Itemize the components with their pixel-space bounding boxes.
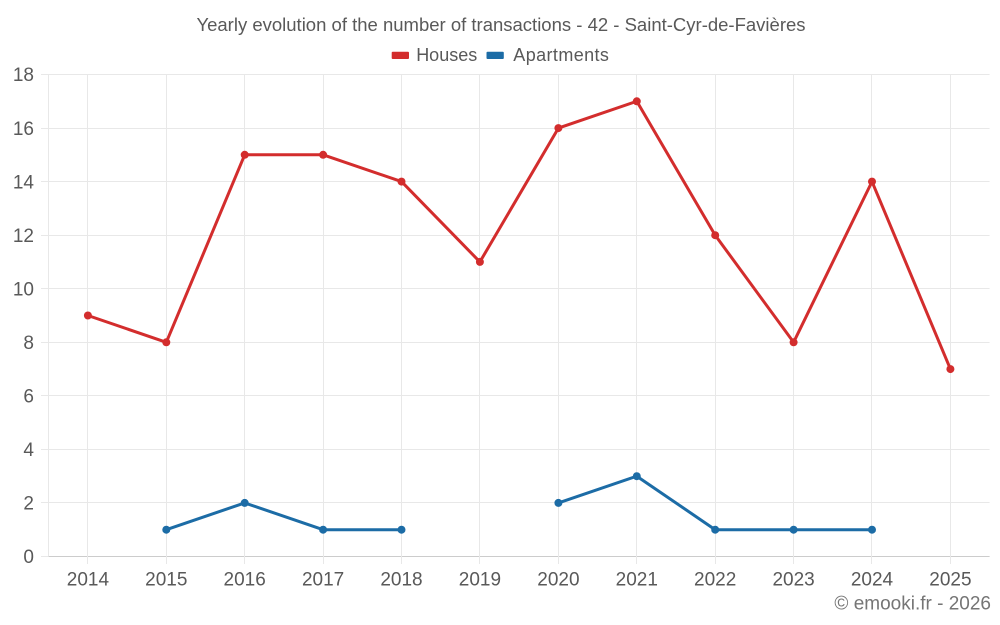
svg-text:2023: 2023 bbox=[772, 569, 814, 590]
svg-text:2021: 2021 bbox=[616, 569, 658, 590]
svg-text:2024: 2024 bbox=[851, 569, 894, 590]
svg-text:Apartments: Apartments bbox=[513, 45, 609, 65]
svg-text:2018: 2018 bbox=[380, 569, 422, 590]
svg-text:18: 18 bbox=[13, 65, 34, 86]
svg-text:8: 8 bbox=[23, 333, 34, 354]
svg-text:Yearly evolution of the number: Yearly evolution of the number of transa… bbox=[196, 14, 805, 35]
svg-text:2016: 2016 bbox=[224, 569, 266, 590]
svg-text:14: 14 bbox=[13, 172, 35, 193]
svg-text:6: 6 bbox=[23, 387, 34, 408]
svg-text:2022: 2022 bbox=[694, 569, 736, 590]
svg-text:2017: 2017 bbox=[302, 569, 344, 590]
svg-text:© emooki.fr - 2026: © emooki.fr - 2026 bbox=[834, 593, 991, 614]
svg-text:0: 0 bbox=[23, 547, 34, 568]
svg-text:2: 2 bbox=[23, 494, 34, 515]
svg-text:Houses: Houses bbox=[416, 45, 477, 65]
svg-text:2014: 2014 bbox=[67, 569, 110, 590]
svg-text:10: 10 bbox=[13, 279, 34, 300]
svg-text:4: 4 bbox=[23, 440, 34, 461]
svg-text:2020: 2020 bbox=[537, 569, 579, 590]
svg-text:2019: 2019 bbox=[459, 569, 501, 590]
svg-text:2015: 2015 bbox=[145, 569, 187, 590]
svg-text:12: 12 bbox=[13, 226, 34, 247]
svg-text:2025: 2025 bbox=[929, 569, 971, 590]
svg-text:16: 16 bbox=[13, 119, 34, 140]
